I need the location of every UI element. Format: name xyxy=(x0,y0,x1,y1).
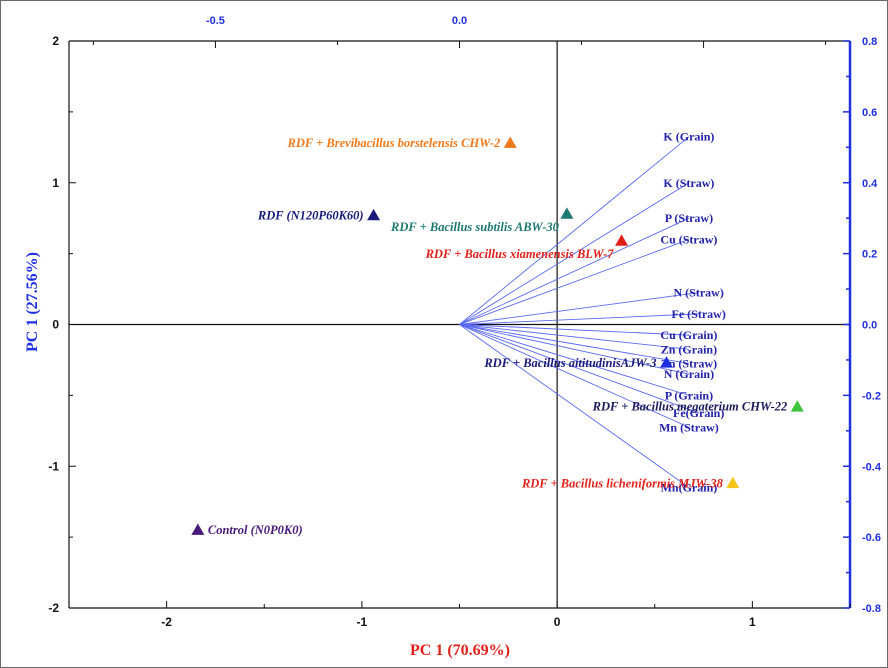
loading-label: Zn (Straw) xyxy=(661,356,717,370)
loading-label: K (Straw) xyxy=(663,176,714,190)
right-tick-label: -0.6 xyxy=(862,532,881,544)
score-point-label: RDF + Bacillus licheniformis MJW-38 xyxy=(521,476,724,490)
right-tick-label: 0.6 xyxy=(862,107,877,119)
right-tick-label: -0.2 xyxy=(862,390,881,402)
loading-vector xyxy=(459,324,689,350)
loading-label: K (Grain) xyxy=(663,130,714,144)
score-point-label: RDF + Bacillus aititudinisAJW-3 xyxy=(483,356,656,370)
top-tick-label: -0.5 xyxy=(206,15,225,27)
loading-label: Fe(Grain) xyxy=(673,406,724,420)
y-tick-label: -2 xyxy=(48,601,59,615)
right-tick-label: 0.2 xyxy=(862,249,877,261)
right-tick-label: -0.4 xyxy=(862,461,882,473)
right-tick-label: 0.0 xyxy=(862,320,877,332)
y-tick-label: 2 xyxy=(52,34,59,48)
loading-vector xyxy=(459,239,690,325)
loading-vector xyxy=(459,313,699,325)
score-point-marker xyxy=(659,356,673,368)
loading-label: N (Straw) xyxy=(674,286,724,300)
top-tick-label: 0.0 xyxy=(452,15,467,27)
score-point-marker xyxy=(191,523,205,535)
loading-vector xyxy=(459,324,690,375)
loading-label: Mn (Straw) xyxy=(659,420,719,434)
loading-label: P (Straw) xyxy=(665,211,713,225)
loading-label: Zn (Grain) xyxy=(661,342,717,356)
score-point-label: RDF + Bacillus xiamenensis BLW-7 xyxy=(425,247,615,261)
score-points-layer: RDF + Brevibacillus borstelensis CHW-2 RD… xyxy=(191,136,804,537)
loading-vector xyxy=(459,292,699,325)
loading-label: P (Grain) xyxy=(665,388,713,402)
score-point-label: RDF + Bacillus subtilis ABW-30 xyxy=(390,220,560,234)
loading-vector xyxy=(459,136,690,325)
score-point-label: RDF (N120P60K60) xyxy=(257,208,364,222)
loading-label: Fe (Straw) xyxy=(672,307,726,321)
loading-vector xyxy=(459,324,689,336)
x-tick-label: -2 xyxy=(161,615,172,629)
loading-vector xyxy=(459,324,689,364)
score-point-marker xyxy=(790,400,804,412)
score-point-label: RDF + Brevibacillus borstelensis CHW-2 xyxy=(287,136,501,150)
loading-vectors-layer: K (Grain) K (Straw) P (Straw) Cu (Straw) N (… xyxy=(459,130,726,495)
loading-vector xyxy=(459,217,690,325)
right-tick-label: 0.8 xyxy=(862,36,877,48)
loading-label: Cu (Grain) xyxy=(660,328,717,342)
x-tick-label: 0 xyxy=(554,615,561,629)
y-tick-label: -1 xyxy=(48,459,59,473)
axes-layer: -2 -1 0 1 -2 -1 0 1 2 -0.5 0.0 0.8 0.6 0.4 0.2 0.0 -0.2 -… xyxy=(48,15,882,629)
loading-label: Mn(Grain) xyxy=(661,481,718,495)
y-tick-label: 1 xyxy=(52,176,59,190)
loading-vector xyxy=(459,182,690,325)
score-point-label: RDF + Bacillus megaterium CHW-22 xyxy=(592,400,788,414)
loading-vector xyxy=(459,324,699,414)
y-axis-title: PC 1 (27.56%) xyxy=(24,252,41,352)
score-point-marker xyxy=(503,136,517,148)
loading-vector xyxy=(459,324,690,428)
y-tick-label: 0 xyxy=(52,318,59,332)
loading-vector xyxy=(459,324,690,396)
score-point-marker xyxy=(560,207,574,219)
right-tick-label: 0.4 xyxy=(862,178,878,190)
right-tick-label: -0.8 xyxy=(862,603,881,615)
score-point-marker xyxy=(726,476,740,489)
score-point-marker xyxy=(367,208,381,221)
loading-vector xyxy=(459,324,690,488)
x-tick-label: 1 xyxy=(749,615,756,629)
x-axis-title: PC 1 (70.69%) xyxy=(410,642,510,659)
x-tick-label: -1 xyxy=(357,615,368,629)
loading-label: N (Grain) xyxy=(664,367,714,381)
loading-label: Cu (Straw) xyxy=(660,232,717,246)
score-point-label: Control (N0P0K0) xyxy=(208,523,303,537)
score-point-marker xyxy=(615,234,629,246)
